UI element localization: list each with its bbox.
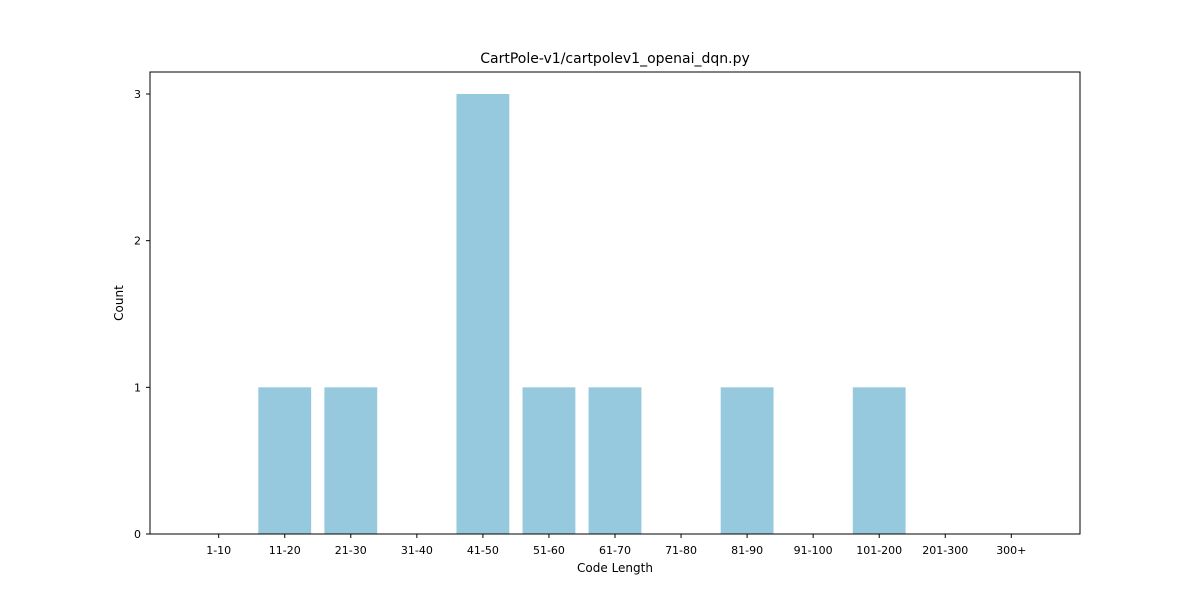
bar-51-60 — [522, 387, 576, 534]
bar-21-30 — [324, 387, 378, 534]
bars-group — [258, 94, 906, 534]
bar-11-20 — [258, 387, 312, 534]
y-tick-label: 2 — [134, 235, 141, 248]
y-axis: 0 1 2 3 — [134, 88, 150, 541]
x-tick-label: 1-10 — [206, 544, 231, 557]
x-axis: 1-10 11-20 21-30 31-40 41-50 51-60 61-70 71-80 8… — [206, 534, 1026, 557]
bar-41-50 — [456, 94, 510, 534]
x-tick-label: 51-60 — [533, 544, 565, 557]
x-axis-label: Code Length — [577, 561, 653, 575]
bar-101-200 — [852, 387, 906, 534]
y-tick-label: 1 — [134, 381, 141, 394]
x-tick-label: 81-90 — [731, 544, 763, 557]
chart-title: CartPole-v1/cartpolev1_openai_dqn.py — [480, 51, 750, 67]
x-tick-label: 71-80 — [665, 544, 697, 557]
x-tick-label: 61-70 — [599, 544, 631, 557]
bar-61-70 — [588, 387, 642, 534]
y-tick-label: 3 — [134, 88, 141, 101]
y-tick-label: 0 — [134, 528, 141, 541]
x-tick-label: 11-20 — [269, 544, 301, 557]
x-tick-label: 201-300 — [922, 544, 968, 557]
x-tick-label: 41-50 — [467, 544, 499, 557]
x-tick-label: 21-30 — [335, 544, 367, 557]
x-tick-label: 101-200 — [856, 544, 902, 557]
y-axis-label: Count — [112, 285, 126, 321]
bar-81-90 — [720, 387, 774, 534]
x-tick-label: 91-100 — [794, 544, 833, 557]
x-tick-label: 300+ — [996, 544, 1026, 557]
x-tick-label: 31-40 — [401, 544, 433, 557]
